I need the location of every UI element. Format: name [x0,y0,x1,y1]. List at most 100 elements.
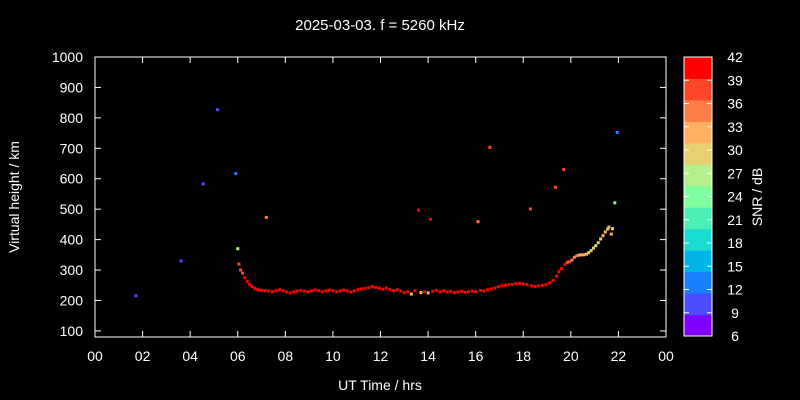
x-tick-label: 06 [230,348,246,364]
data-point [264,215,268,219]
data-point [257,288,261,292]
data-point [525,283,529,287]
data-point [255,287,259,291]
data-point [442,289,445,293]
data-point [234,172,238,176]
y-axis-label: Virtual height / km [6,141,22,253]
data-point [551,278,555,282]
data-point [606,227,610,231]
colorbar-tick-label: 18 [727,235,743,251]
colorbar: 6 9 12 15 18 21 24 27 30 33 36 39 42 [683,49,743,344]
data-points [134,108,619,298]
data-point [562,168,566,172]
colorbar-segment [684,314,712,337]
colorbar-tick-label: 12 [727,282,743,298]
data-point [503,283,507,287]
colorbar-tick-label: 21 [727,212,743,228]
y-tick-label: 300 [60,262,84,278]
data-point [557,270,561,274]
data-point [528,207,532,211]
data-point [367,286,371,290]
data-point [317,289,321,293]
data-point [577,253,581,257]
data-point [530,284,534,288]
data-point [313,288,317,292]
data-point [496,285,500,289]
y-tick-label: 500 [60,201,84,217]
x-tick-label: 16 [468,348,484,364]
data-point [514,282,518,286]
data-point [533,285,537,288]
colorbar-tick-label: 30 [727,142,743,158]
data-point [236,247,240,251]
y-tick-label: 600 [60,171,84,187]
data-point [615,131,619,134]
x-tick-label: 12 [373,348,389,364]
data-point [575,254,579,258]
data-point [243,276,247,280]
data-point [250,285,254,288]
data-point [388,288,392,291]
x-tick-label: 14 [420,348,436,364]
data-point [409,292,413,296]
data-point [518,281,522,285]
chart-title: 2025-03-03. f = 5260 kHz [295,17,465,34]
data-point [345,289,349,293]
data-point [134,294,138,298]
data-point [587,251,591,255]
colorbar-segment [684,185,712,208]
data-point [363,286,367,290]
data-point [603,230,607,234]
data-point [270,290,274,294]
data-point [565,260,569,264]
data-point [423,290,426,294]
data-point [488,145,492,149]
x-tick-label: 00 [658,348,674,364]
data-point [281,289,285,293]
data-point [572,255,576,259]
data-point [613,201,617,205]
data-point [285,290,288,294]
colorbar-segment [684,250,712,273]
colorbar-segment [684,228,712,251]
x-tick-label: 04 [182,348,198,364]
data-point [399,289,403,293]
data-point [429,217,432,221]
data-point [419,291,423,295]
colorbar-tick-label: 39 [727,72,743,88]
data-point [452,291,456,295]
y-tick-label: 400 [60,232,84,248]
x-tick-label: 10 [325,348,341,364]
data-point [609,232,613,236]
data-point [277,288,281,292]
data-point [438,290,442,294]
data-point [507,283,511,287]
data-point [260,288,263,292]
colorbar-tick-label: 33 [727,119,743,135]
data-point [237,262,241,266]
colorbar-segment [684,207,712,230]
colorbar-segment [684,78,712,101]
data-point [381,287,385,291]
data-point [342,288,346,292]
data-point [599,237,603,241]
data-point [413,289,417,293]
colorbar-segment [684,271,712,294]
data-point [467,290,470,294]
x-axis: 00 02 04 06 08 10 12 14 16 18 20 22 00 [87,57,674,364]
data-point [537,284,541,288]
colorbar-segment [684,142,712,165]
data-point [547,281,551,285]
data-point [482,289,486,293]
colorbar-tick-label: 36 [727,96,743,112]
data-point [267,289,271,293]
colorbar-segment [684,99,712,122]
data-point [493,286,497,290]
colorbar-segment [684,164,712,187]
colorbar-tick-label: 42 [727,49,743,65]
data-point [601,234,605,238]
data-point [241,271,244,275]
data-point [456,290,460,294]
data-point [338,289,342,293]
data-point [263,289,267,293]
